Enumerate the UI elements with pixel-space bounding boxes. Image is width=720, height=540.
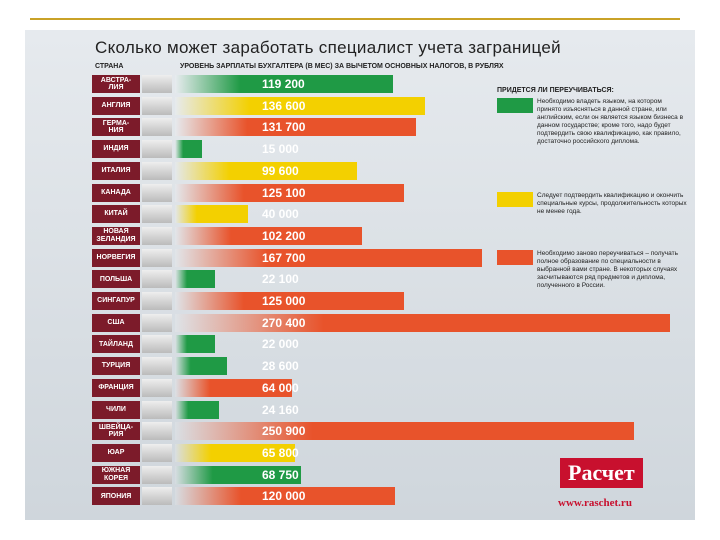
- flag: [142, 118, 172, 137]
- value-label: 119 200: [262, 77, 305, 91]
- category-label: НОРВЕГИЯ: [92, 248, 140, 267]
- legend-swatch: [497, 192, 533, 207]
- bar: [175, 465, 301, 484]
- top-rule: [30, 18, 680, 20]
- value-label: 22 000: [262, 337, 299, 352]
- category-label: СИНГАПУР: [92, 292, 140, 310]
- bar: [175, 487, 395, 506]
- bar: [175, 140, 203, 159]
- category-label: ЧИЛИ: [92, 400, 140, 419]
- value-label: 102 200: [262, 228, 306, 243]
- value-label: 250 900: [262, 424, 306, 439]
- value-label: 270 400: [262, 315, 306, 330]
- bar: [175, 357, 228, 376]
- value-label: 24 160: [262, 402, 299, 417]
- bar: [175, 226, 363, 245]
- category-label: ЯПОНИЯ: [92, 487, 140, 506]
- flag: [142, 140, 172, 159]
- bar: [175, 378, 293, 397]
- bar: [175, 75, 394, 93]
- legend-swatch: [497, 250, 533, 265]
- value-label: 136 600: [262, 98, 306, 113]
- flag: [142, 161, 172, 180]
- flag: [142, 313, 172, 332]
- flag: [142, 75, 172, 93]
- value-label: 22 100: [262, 272, 299, 287]
- bar: [175, 270, 216, 289]
- bar: [175, 96, 426, 115]
- value-label: 28 600: [262, 359, 299, 374]
- flag: [142, 226, 172, 245]
- category-label: ИНДИЯ: [92, 140, 140, 159]
- value-label: 167 700: [262, 250, 306, 265]
- category-header: СТРАНА: [95, 63, 124, 70]
- infographic: Сколько может заработать специалист учет…: [25, 30, 695, 520]
- value-label: 68 750: [262, 467, 299, 482]
- value-label: 131 700: [262, 120, 306, 135]
- legend-text: Необходимо владеть языком, на котором пр…: [537, 98, 684, 145]
- bar: [175, 183, 404, 202]
- value-label: 120 000: [262, 489, 306, 504]
- flag: [142, 400, 172, 419]
- value-label: 125 100: [262, 185, 306, 200]
- category-label: НОВАЯ ЗЕЛАНДИЯ: [92, 226, 140, 245]
- legend-text: Необходимо заново переучиваться – получа…: [537, 250, 679, 289]
- category-label: ГЕРМА- НИЯ: [92, 118, 140, 137]
- flag: [142, 487, 172, 506]
- value-label: 65 800: [262, 445, 299, 460]
- category-label: КИТАЙ: [92, 205, 140, 224]
- category-label: ТАЙЛАНД: [92, 335, 140, 354]
- flag: [142, 378, 172, 397]
- flag: [142, 248, 172, 267]
- category-label: ТУРЦИЯ: [92, 357, 140, 376]
- flag: [142, 270, 172, 289]
- flag: [142, 183, 172, 202]
- flag: [142, 96, 172, 115]
- flag: [142, 465, 172, 484]
- bar: [175, 400, 220, 419]
- category-label: КАНАДА: [92, 183, 140, 202]
- logo: Расчет: [560, 458, 643, 488]
- value-label: 64 000: [262, 380, 299, 395]
- url: www.raschet.ru: [558, 497, 632, 509]
- flag: [142, 292, 172, 310]
- bar: [175, 335, 216, 354]
- bar: [175, 248, 482, 267]
- category-label: ЮЖНАЯ КОРЕЯ: [92, 465, 140, 484]
- legend-swatch: [497, 98, 533, 113]
- category-label: ЮАР: [92, 443, 140, 462]
- legend-title: ПРИДЕТСЯ ЛИ ПЕРЕУЧИВАТЬСЯ:: [497, 87, 614, 94]
- chart-title: Сколько может заработать специалист учет…: [95, 38, 561, 57]
- bar: [175, 292, 404, 310]
- bar: [175, 313, 670, 332]
- category-label: ПОЛЬША: [92, 270, 140, 289]
- category-label: США: [92, 313, 140, 332]
- flag: [142, 205, 172, 224]
- legend-text: Следует подтвердить квалификацию и оконч…: [537, 192, 687, 215]
- flag: [142, 443, 172, 462]
- bar: [175, 205, 249, 224]
- flag: [142, 357, 172, 376]
- value-label: 40 000: [262, 207, 299, 222]
- flag: [142, 422, 172, 441]
- bar: [175, 161, 358, 180]
- category-label: ШВЕЙЦА- РИЯ: [92, 422, 140, 441]
- bar: [175, 422, 635, 441]
- value-header: УРОВЕНЬ ЗАРПЛАТЫ БУХГАЛТЕРА (В МЕС) ЗА В…: [180, 63, 504, 70]
- flag: [142, 335, 172, 354]
- value-label: 125 000: [262, 294, 306, 308]
- value-label: 15 000: [262, 142, 299, 157]
- category-label: АВСТРА- ЛИЯ: [92, 75, 140, 93]
- category-label: ИТАЛИЯ: [92, 161, 140, 180]
- bar: [175, 443, 296, 462]
- category-label: ФРАНЦИЯ: [92, 378, 140, 397]
- value-label: 99 600: [262, 163, 299, 178]
- category-label: АНГЛИЯ: [92, 96, 140, 115]
- bar: [175, 118, 417, 137]
